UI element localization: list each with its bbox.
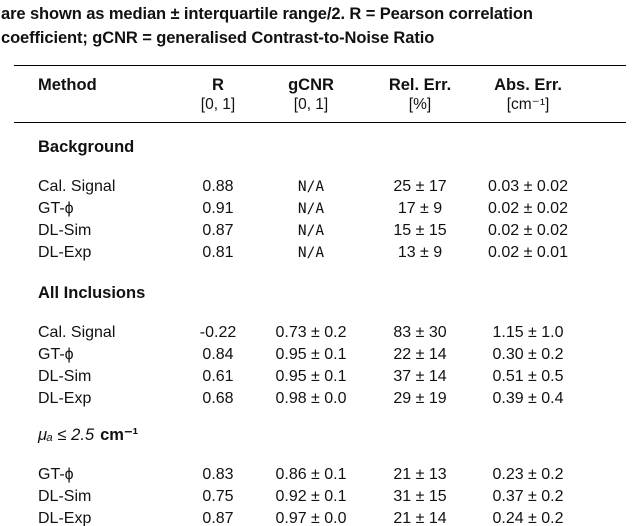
results-table: Method R [0, 1] gCNR [0, 1] Rel. Err. [%… bbox=[14, 65, 626, 526]
method-cell: DL-Exp bbox=[38, 390, 92, 407]
section-mu-threshold-rows: GT-ϕ 0.83 0.86 ± 0.1 21 ± 13 0.23 ± 0.2 … bbox=[14, 464, 626, 526]
rel-err-header-unit: [%] bbox=[408, 96, 432, 113]
table-header-row: Method R [0, 1] gCNR [0, 1] Rel. Err. [%… bbox=[14, 66, 626, 122]
gcnr-value-cell: N/A bbox=[297, 223, 325, 239]
column-header-gcnr: gCNR [0, 1] bbox=[257, 75, 365, 115]
method-cell: GT-ϕ bbox=[38, 466, 74, 483]
table-row: GT-ϕ 0.84 0.95 ± 0.1 22 ± 14 0.30 ± 0.2 bbox=[14, 344, 626, 366]
table-row: Cal. Signal 0.88 N/A 25 ± 17 0.03 ± 0.02 bbox=[14, 176, 626, 198]
table-mid-rule bbox=[14, 122, 626, 123]
gcnr-value-cell: N/A bbox=[297, 201, 325, 217]
rel-err-cell: 22 ± 14 bbox=[393, 346, 447, 363]
gcnr-value-cell: N/A bbox=[297, 245, 325, 261]
section-title-mu-threshold: μₐ ≤ 2.5 cm⁻¹ bbox=[14, 425, 626, 445]
abs-err-cell: 0.30 ± 0.2 bbox=[492, 346, 564, 363]
r-value-cell: 0.81 bbox=[202, 244, 234, 261]
rel-err-header-label: Rel. Err. bbox=[388, 76, 452, 94]
gcnr-header-unit: [0, 1] bbox=[293, 96, 329, 113]
table-row: DL-Exp 0.68 0.98 ± 0.0 29 ± 19 0.39 ± 0.… bbox=[14, 388, 626, 410]
caption-line-1: are shown as median ± interquartile rang… bbox=[1, 5, 533, 23]
abs-err-cell: 0.39 ± 0.4 bbox=[492, 390, 564, 407]
section-all-inclusions-rows: Cal. Signal -0.22 0.73 ± 0.2 83 ± 30 1.1… bbox=[14, 322, 626, 410]
rel-err-cell: 15 ± 15 bbox=[393, 222, 447, 239]
rel-err-cell: 29 ± 19 bbox=[393, 390, 447, 407]
r-value-cell: 0.68 bbox=[202, 390, 234, 407]
table-caption: are shown as median ± interquartile rang… bbox=[0, 0, 640, 50]
method-cell: Cal. Signal bbox=[38, 324, 116, 341]
gcnr-value-cell: 0.95 ± 0.1 bbox=[275, 346, 347, 363]
gcnr-value-cell: 0.86 ± 0.1 bbox=[275, 466, 347, 483]
gcnr-value-cell: 0.92 ± 0.1 bbox=[275, 488, 347, 505]
method-cell: GT-ϕ bbox=[38, 200, 74, 217]
rel-err-cell: 17 ± 9 bbox=[397, 200, 443, 217]
column-header-abs-err: Abs. Err. [cm⁻¹] bbox=[475, 75, 581, 115]
rel-err-cell: 21 ± 14 bbox=[393, 510, 447, 526]
abs-err-cell: 0.24 ± 0.2 bbox=[492, 510, 564, 526]
table-row: DL-Exp 0.87 0.97 ± 0.0 21 ± 14 0.24 ± 0.… bbox=[14, 508, 626, 526]
method-cell: Cal. Signal bbox=[38, 178, 116, 195]
table-row: GT-ϕ 0.91 N/A 17 ± 9 0.02 ± 0.02 bbox=[14, 198, 626, 220]
r-value-cell: 0.87 bbox=[202, 510, 234, 526]
column-header-method: Method bbox=[14, 75, 179, 95]
method-cell: DL-Exp bbox=[38, 510, 92, 526]
r-value-cell: 0.88 bbox=[202, 178, 234, 195]
abs-err-cell: 0.23 ± 0.2 bbox=[492, 466, 564, 483]
rel-err-cell: 37 ± 14 bbox=[393, 368, 447, 385]
rel-err-cell: 31 ± 15 bbox=[393, 488, 447, 505]
abs-err-cell: 0.02 ± 0.01 bbox=[488, 244, 568, 261]
rel-err-cell: 83 ± 30 bbox=[393, 324, 447, 341]
gcnr-value-cell: N/A bbox=[297, 179, 325, 195]
r-header-unit: [0, 1] bbox=[200, 96, 236, 113]
mu-threshold-unit: cm⁻¹ bbox=[100, 426, 139, 444]
table-top-rule bbox=[14, 65, 626, 66]
section-title-all-inclusions: All Inclusions bbox=[38, 284, 146, 302]
table-row: GT-ϕ 0.83 0.86 ± 0.1 21 ± 13 0.23 ± 0.2 bbox=[14, 464, 626, 486]
gcnr-value-cell: 0.95 ± 0.1 bbox=[275, 368, 347, 385]
rel-err-cell: 13 ± 9 bbox=[397, 244, 443, 261]
table-row: Cal. Signal -0.22 0.73 ± 0.2 83 ± 30 1.1… bbox=[14, 322, 626, 344]
abs-err-cell: 0.03 ± 0.02 bbox=[488, 178, 568, 195]
section-title-background: Background bbox=[38, 138, 135, 156]
method-cell: DL-Sim bbox=[38, 368, 92, 385]
method-cell: DL-Sim bbox=[38, 488, 92, 505]
section-background-rows: Cal. Signal 0.88 N/A 25 ± 17 0.03 ± 0.02… bbox=[14, 176, 626, 264]
gcnr-header-label: gCNR bbox=[288, 76, 334, 94]
caption-line-2: coefficient; gCNR = generalised Contrast… bbox=[1, 29, 435, 47]
abs-err-cell: 0.02 ± 0.02 bbox=[488, 222, 568, 239]
method-cell: DL-Exp bbox=[38, 244, 92, 261]
abs-err-header-label: Abs. Err. bbox=[494, 76, 562, 94]
method-cell: DL-Sim bbox=[38, 222, 92, 239]
r-value-cell: 0.83 bbox=[202, 466, 234, 483]
column-header-rel-err: Rel. Err. [%] bbox=[365, 75, 475, 115]
r-value-cell: -0.22 bbox=[199, 324, 237, 341]
r-value-cell: 0.75 bbox=[202, 488, 234, 505]
method-header-label: Method bbox=[38, 76, 97, 94]
r-value-cell: 0.84 bbox=[202, 346, 234, 363]
abs-err-cell: 0.51 ± 0.5 bbox=[492, 368, 564, 385]
rel-err-cell: 21 ± 13 bbox=[393, 466, 447, 483]
table-row: DL-Exp 0.81 N/A 13 ± 9 0.02 ± 0.01 bbox=[14, 242, 626, 264]
method-cell: GT-ϕ bbox=[38, 346, 74, 363]
table-row: DL-Sim 0.61 0.95 ± 0.1 37 ± 14 0.51 ± 0.… bbox=[14, 366, 626, 388]
rel-err-cell: 25 ± 17 bbox=[393, 178, 447, 195]
gcnr-value-cell: 0.98 ± 0.0 bbox=[275, 390, 347, 407]
abs-err-cell: 0.02 ± 0.02 bbox=[488, 200, 568, 217]
column-header-r: R [0, 1] bbox=[179, 75, 257, 115]
gcnr-value-cell: 0.97 ± 0.0 bbox=[275, 510, 347, 526]
abs-err-cell: 0.37 ± 0.2 bbox=[492, 488, 564, 505]
r-value-cell: 0.61 bbox=[202, 368, 234, 385]
abs-err-cell: 1.15 ± 1.0 bbox=[492, 324, 564, 341]
abs-err-header-unit: [cm⁻¹] bbox=[506, 96, 550, 113]
table-row: DL-Sim 0.75 0.92 ± 0.1 31 ± 15 0.37 ± 0.… bbox=[14, 486, 626, 508]
r-value-cell: 0.91 bbox=[202, 200, 234, 217]
r-header-label: R bbox=[212, 76, 224, 94]
gcnr-value-cell: 0.73 ± 0.2 bbox=[275, 324, 347, 341]
table-row: DL-Sim 0.87 N/A 15 ± 15 0.02 ± 0.02 bbox=[14, 220, 626, 242]
r-value-cell: 0.87 bbox=[202, 222, 234, 239]
mu-threshold-expression: μₐ ≤ 2.5 bbox=[38, 426, 95, 444]
